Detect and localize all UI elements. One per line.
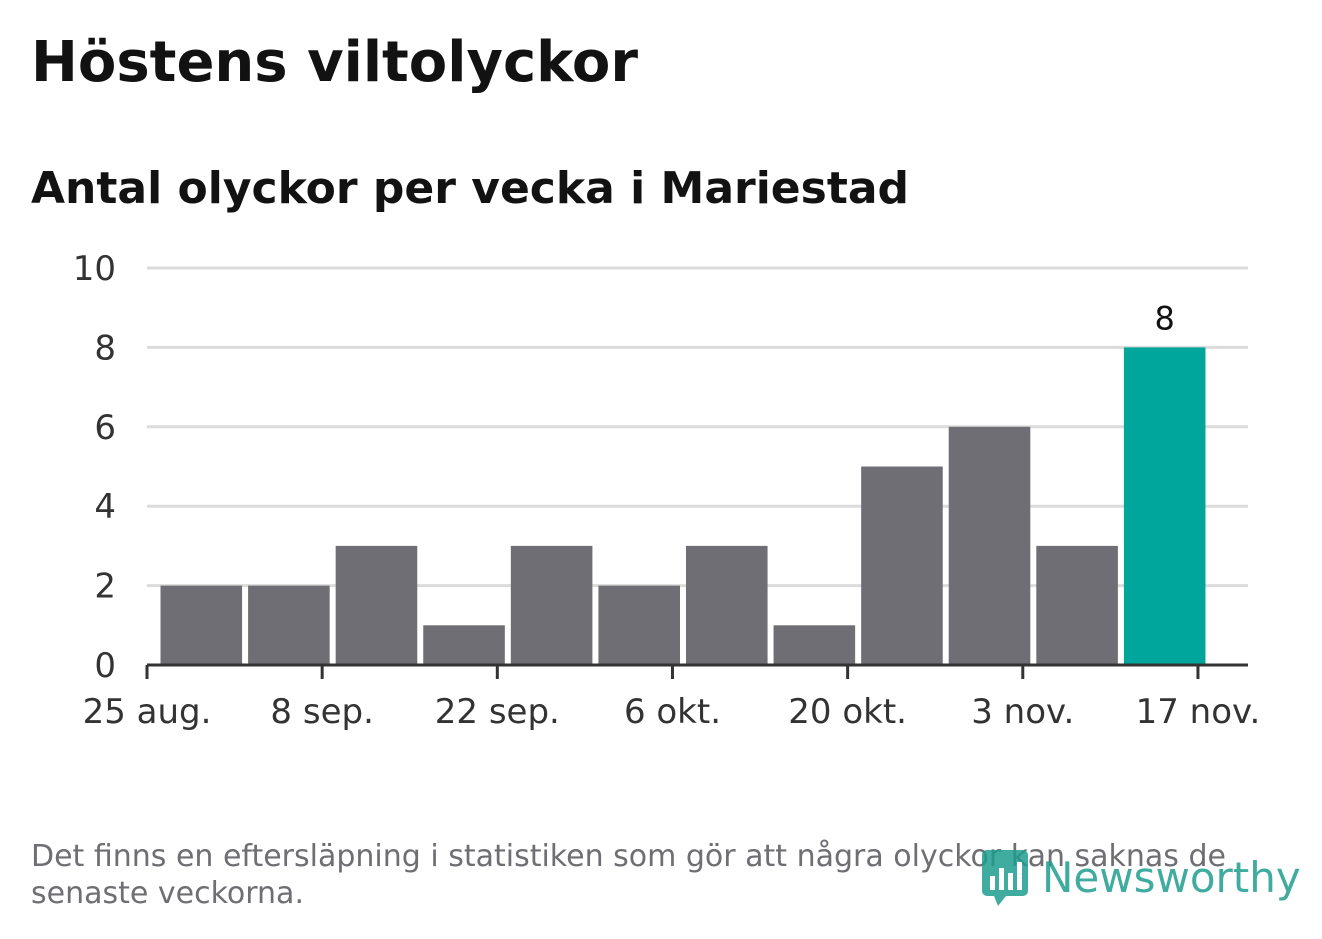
bar (773, 625, 856, 665)
y-tick-label: 4 (94, 487, 116, 527)
chart-title: Höstens viltolyckor (31, 30, 638, 95)
y-tick-label: 8 (94, 328, 116, 368)
bar (1036, 545, 1118, 665)
x-tick-label: 20 okt. (788, 692, 907, 732)
bar (248, 585, 330, 665)
x-tick-label: 3 nov. (971, 692, 1074, 732)
data-label: 8 (1154, 299, 1174, 337)
x-tick-label: 25 aug. (83, 692, 212, 732)
logo-bars-icon (982, 850, 1028, 906)
x-tick-label: 22 sep. (435, 692, 560, 732)
y-tick-label: 2 (94, 567, 116, 607)
x-tick-label: 8 sep. (270, 692, 373, 732)
chart-subtitle: Antal olyckor per vecka i Mariestad (31, 163, 910, 214)
bar (598, 585, 680, 665)
bar (160, 585, 243, 665)
bars (160, 347, 1206, 665)
bar (1123, 347, 1206, 665)
bar (510, 545, 593, 665)
bar-chart: 0 2 4 6 8 10 8 25 aug. 8 sep. 22 sep. 6 okt. 20 okt… (73, 249, 1261, 732)
x-axis (145, 663, 1248, 679)
bar (685, 545, 768, 665)
x-tick-label: 6 okt. (624, 692, 721, 732)
bar (423, 625, 505, 665)
y-tick-label: 6 (94, 408, 116, 448)
logo-text: Newsworthy (1042, 852, 1301, 902)
newsworthy-logo: Newsworthy (980, 846, 1301, 908)
labels: 0 2 4 6 8 10 8 25 aug. 8 sep. 22 sep. 6 okt. 20 okt… (73, 249, 1261, 732)
bar (948, 426, 1031, 665)
x-tick-label: 17 nov. (1136, 692, 1261, 732)
bar (861, 466, 943, 665)
grid-lines (147, 266, 1248, 588)
y-tick-label: 10 (73, 249, 116, 289)
y-tick-label: 0 (94, 646, 116, 686)
bar (335, 545, 418, 665)
